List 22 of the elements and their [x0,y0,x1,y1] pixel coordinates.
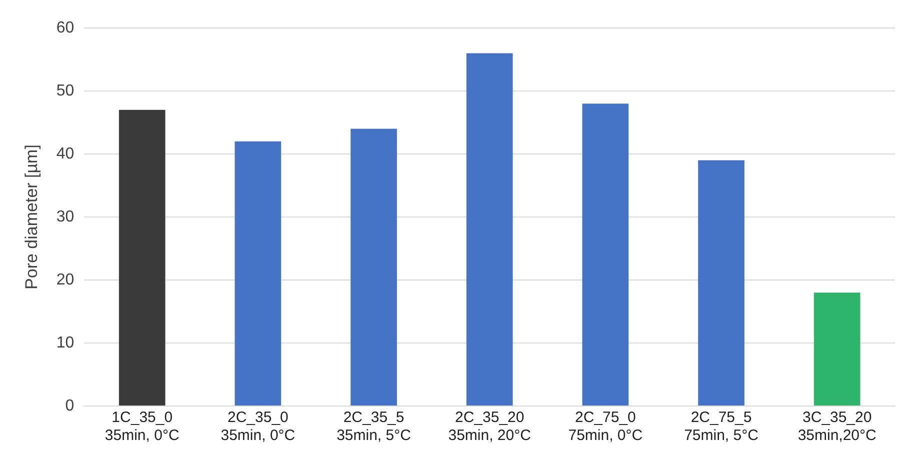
x-tick-label: 2C_75_5 75min, 5°C [684,409,759,444]
x-tick-label: 2C_35_20 35min, 20°C [448,409,532,444]
y-tick-label: 50 [56,82,74,100]
y-tick-label: 40 [56,145,74,162]
y-tick-label: 30 [56,208,74,226]
bar [698,160,744,406]
y-axis-title: Pore diameter [µm] [22,144,41,290]
x-tick-label: 3C_35_20 35min,20°C [798,409,877,444]
y-tick-label: 60 [56,19,74,36]
y-tick-label: 0 [65,397,74,414]
x-tick-label: 2C_35_5 35min, 5°C [336,409,412,444]
y-tick-label: 20 [56,271,74,288]
y-tick-label: 10 [56,334,74,352]
x-tick-label: 1C_35_0 35min, 0°C [104,409,180,444]
bar [118,110,166,406]
bar [582,104,629,406]
bar [350,128,397,406]
x-tick-label: 2C_35_0 35min, 0°C [220,409,296,444]
bar [234,141,282,406]
x-tick-label: 2C_75_0 75min, 0°C [568,409,643,444]
bar [814,292,860,406]
bar [466,53,513,406]
